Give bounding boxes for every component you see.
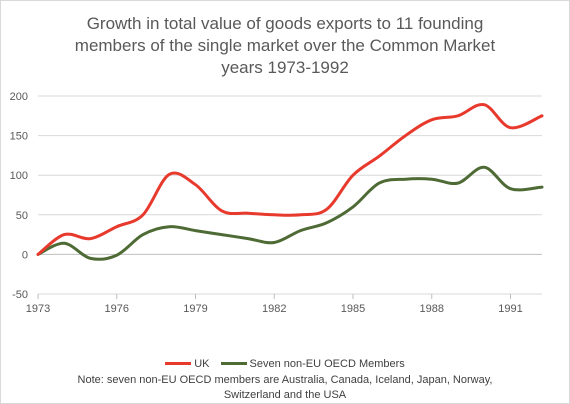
y-tick-label: -50: [12, 289, 28, 301]
y-tick-label: 0: [22, 249, 28, 261]
chart-note: Note: seven non-EU OECD members are Aust…: [77, 374, 493, 401]
chart-title: Growth in total value of goods exports t…: [74, 14, 496, 77]
legend-swatch-uk: [165, 362, 192, 365]
legend-label-uk: UK: [194, 357, 210, 370]
x-tick-label: 1979: [183, 303, 207, 315]
legend-swatch-oecd: [220, 362, 247, 365]
y-tick-label: 100: [10, 170, 28, 182]
x-tick-label: 1973: [26, 303, 50, 315]
x-tick-label: 1985: [341, 303, 365, 315]
series-line-oecd: [36, 165, 544, 261]
y-tick-label: 200: [10, 91, 28, 103]
legend: UK Seven non-EU OECD Members: [0, 356, 570, 370]
legend-label-oecd: Seven non-EU OECD Members: [249, 357, 405, 370]
legend-item-oecd: Seven non-EU OECD Members: [220, 357, 405, 370]
legend-item-uk: UK: [165, 358, 209, 370]
x-tick-label: 1991: [498, 303, 522, 315]
y-tick-label: 150: [10, 131, 28, 143]
series-line-uk: [36, 103, 544, 256]
x-tick-label: 1982: [262, 303, 286, 315]
y-tick-label: 50: [16, 210, 28, 222]
x-tick-label: 1988: [420, 303, 444, 315]
x-tick-label: 1976: [105, 303, 129, 315]
